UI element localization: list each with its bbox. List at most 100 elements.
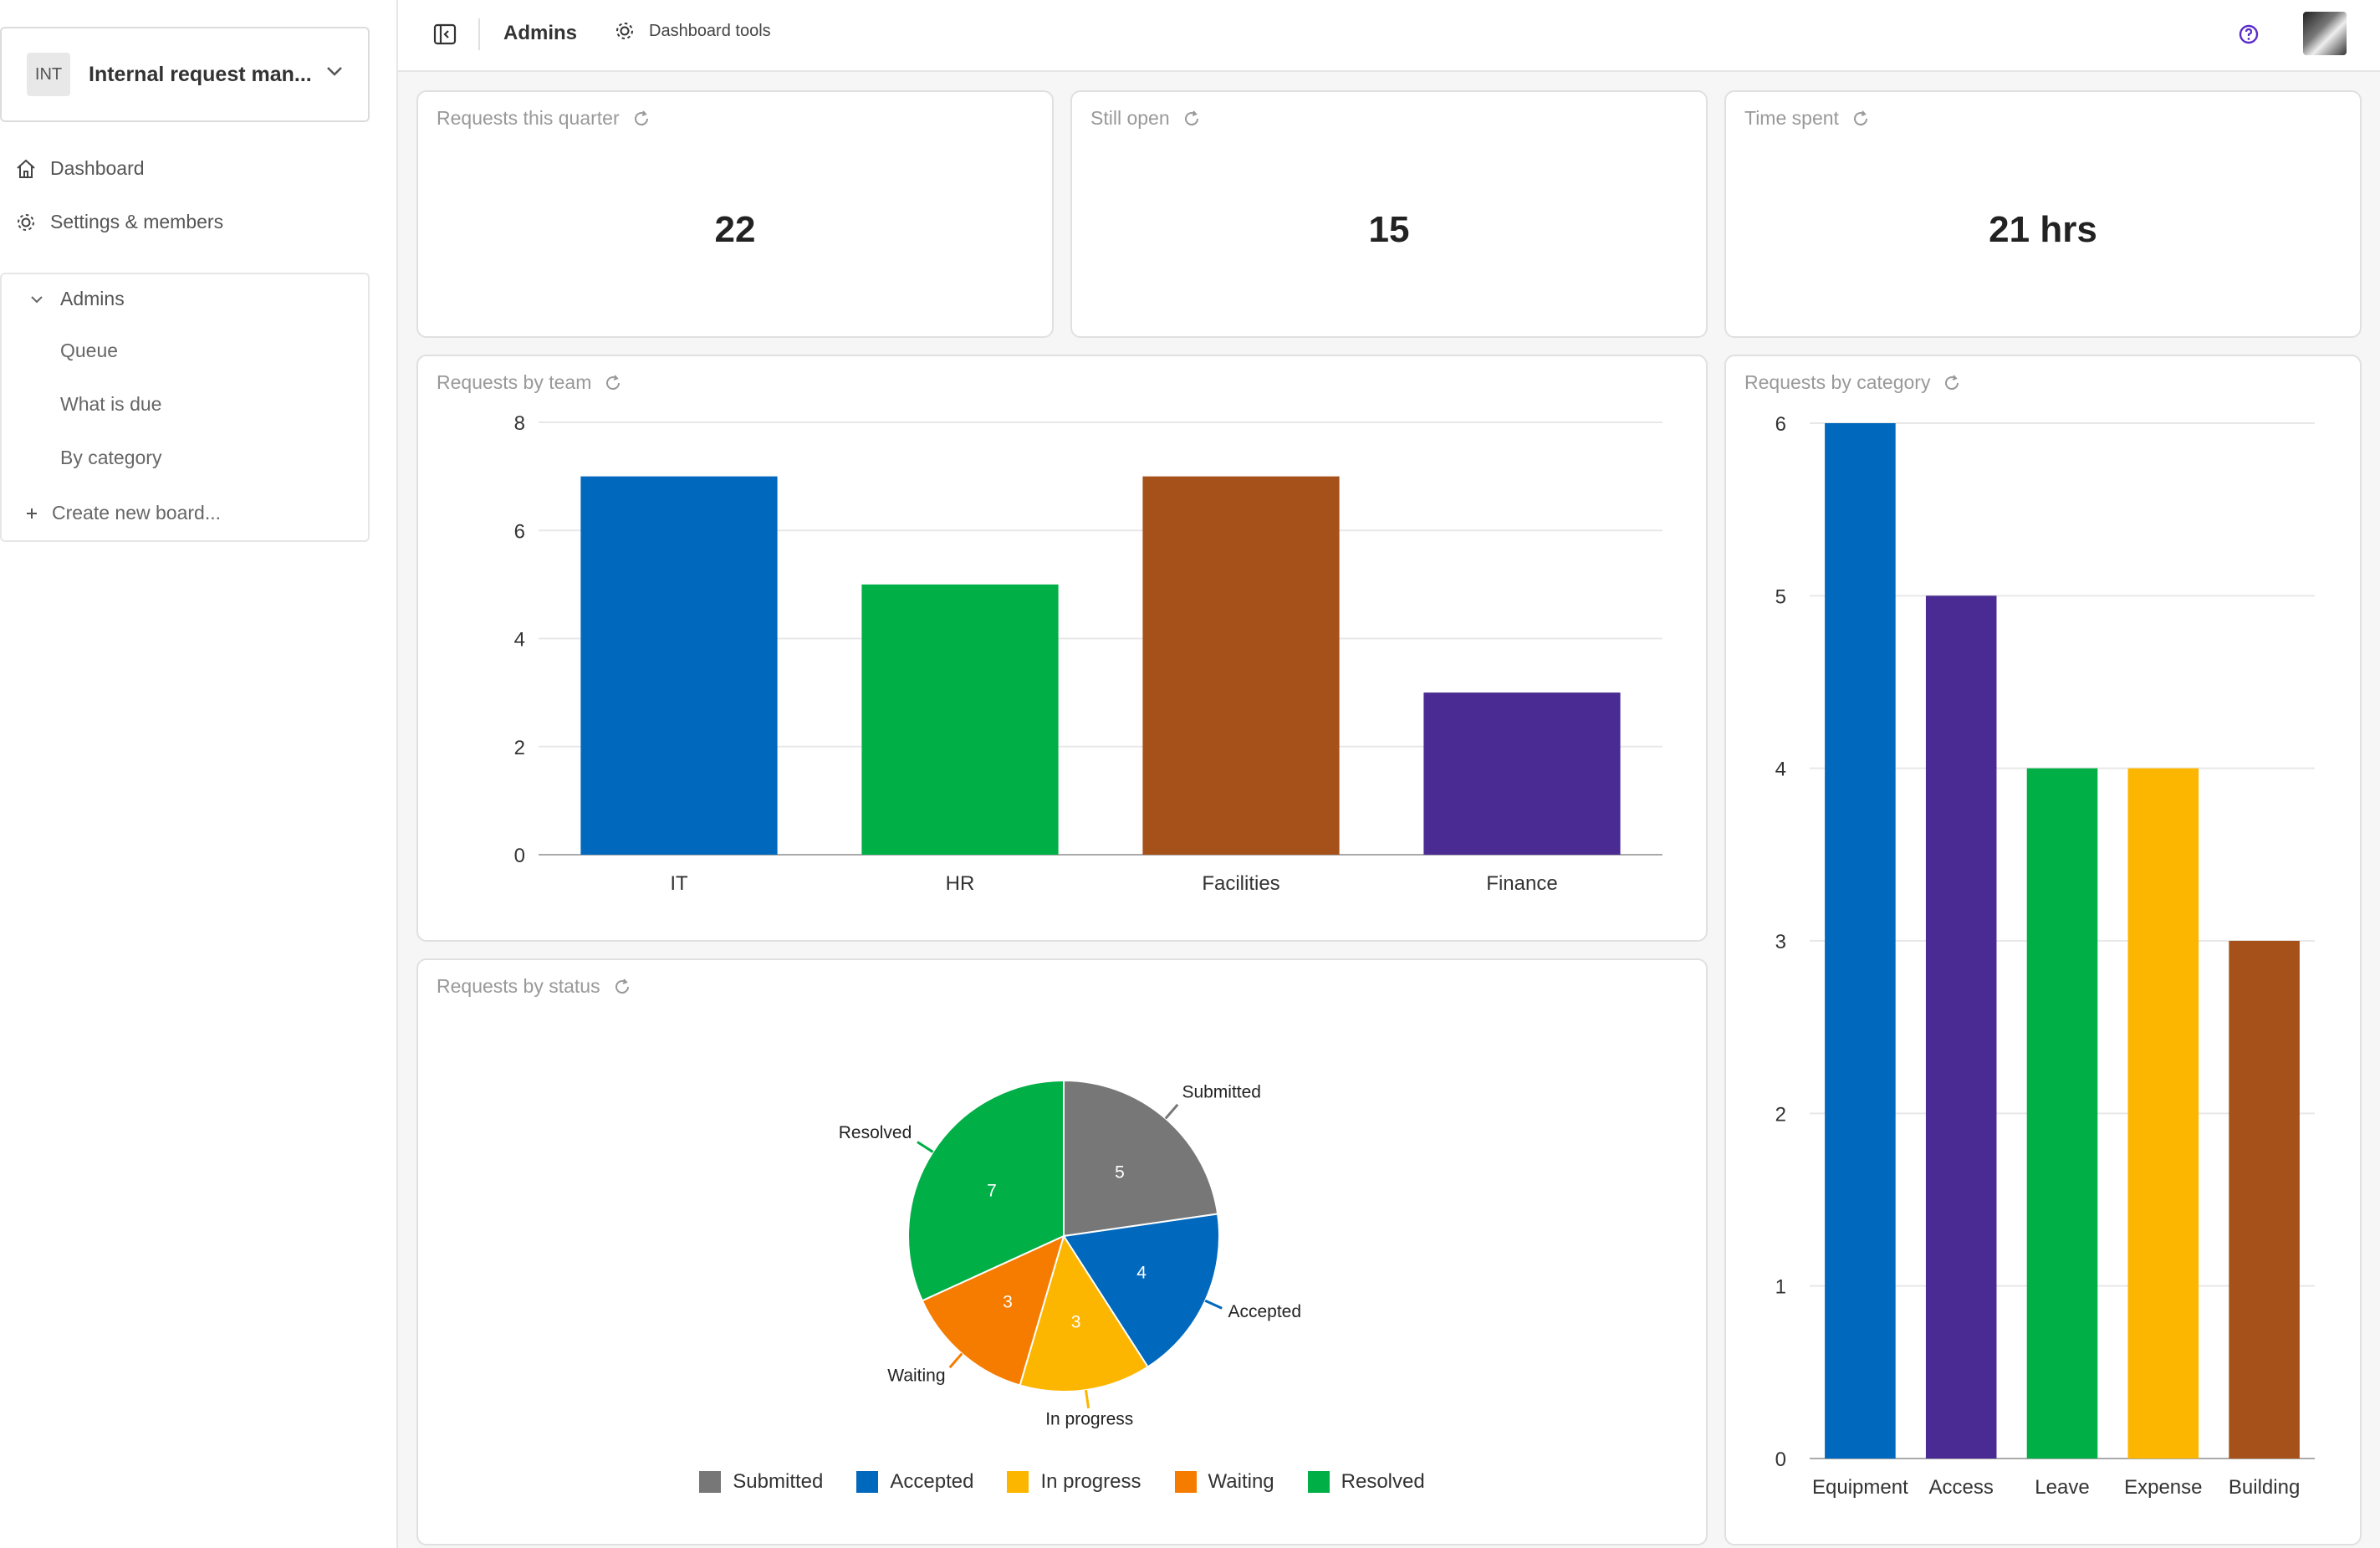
slice-value-label: 7 (987, 1182, 997, 1201)
legend-label: Submitted (733, 1470, 824, 1493)
slice-value-label: 3 (1003, 1292, 1013, 1311)
card-title: Requests by category (1744, 371, 1962, 394)
legend-label: Waiting (1208, 1470, 1274, 1493)
y-tick-label: 1 (1775, 1276, 1786, 1299)
x-tick-label: Finance (1486, 872, 1557, 895)
refresh-icon[interactable] (1851, 109, 1871, 129)
bar[interactable] (1825, 423, 1896, 1459)
bar[interactable] (2127, 768, 2199, 1459)
board-item-what-is-due[interactable]: What is due (60, 393, 162, 415)
pie-slice[interactable] (1062, 1213, 1220, 1368)
slice-label: Resolved (839, 1123, 912, 1142)
card-title: Requests by status (437, 975, 632, 998)
refresh-icon[interactable] (603, 373, 623, 393)
legend-item[interactable]: Accepted (856, 1470, 973, 1494)
pie-slice[interactable] (1063, 1079, 1219, 1238)
pie-legend: Submitted Accepted In progress Waiting Resol… (418, 1470, 1706, 1494)
kpi-card-time-spent: Time spent 21 hrs (1724, 90, 2362, 338)
bar[interactable] (2229, 941, 2300, 1459)
bar[interactable] (1142, 476, 1340, 855)
workspace-badge: INT (27, 53, 70, 96)
legend-swatch (1174, 1471, 1197, 1493)
slice-value-label: 3 (1071, 1312, 1081, 1331)
y-tick-label: 2 (514, 737, 525, 759)
x-tick-label: Equipment (1812, 1476, 1908, 1499)
plus-icon (27, 508, 37, 519)
gear-icon (616, 23, 633, 39)
legend-item[interactable]: Waiting (1174, 1470, 1274, 1494)
y-tick-label: 6 (1775, 413, 1786, 436)
kpi-value: 15 (1368, 209, 1410, 250)
kpi-card-still-open: Still open 15 (1070, 90, 1708, 338)
workspace-switcher[interactable]: INT Internal request man... (0, 27, 370, 122)
slice-label: Waiting (887, 1366, 945, 1385)
avatar[interactable] (2303, 12, 2347, 55)
kpi-value: 22 (714, 209, 756, 250)
chart-card-category: Requests by category 0 1 2 3 4 5 6 Equipment Acc… (1724, 355, 2362, 1545)
board-item-by-category[interactable]: By category (60, 447, 162, 468)
board-item-queue[interactable]: Queue (60, 340, 119, 361)
chart-title: Requests by team (437, 371, 592, 393)
legend-item[interactable]: Resolved (1307, 1470, 1425, 1494)
kpi-card-requests-quarter: Requests this quarter 22 (416, 90, 1054, 338)
nav-dashboard[interactable]: Dashboard (15, 157, 145, 180)
x-tick-label: Access (1929, 1476, 1994, 1499)
workspace-name: Internal request man... (89, 62, 312, 86)
kpi-title: Still open (1090, 107, 1170, 129)
legend-label: Resolved (1341, 1470, 1425, 1493)
y-tick-label: 4 (514, 629, 525, 651)
label-leader (1164, 1103, 1179, 1120)
legend-swatch (1307, 1471, 1330, 1493)
label-leader (1084, 1389, 1090, 1409)
y-tick-label: 0 (514, 845, 525, 867)
x-tick-label: Expense (2124, 1476, 2202, 1499)
refresh-icon[interactable] (631, 109, 651, 129)
slice-value-label: 4 (1136, 1263, 1147, 1282)
bar[interactable] (580, 476, 778, 855)
create-board-label: Create new board... (52, 502, 222, 524)
bar[interactable] (1423, 692, 1621, 855)
y-tick-label: 3 (1775, 931, 1786, 953)
topbar: Admins Dashboard tools (398, 0, 2380, 72)
create-board-button[interactable]: Create new board... (25, 502, 221, 524)
refresh-icon[interactable] (612, 977, 632, 997)
boards-panel: Admins Queue What is due By category Cre… (0, 273, 370, 542)
boards-group-toggle[interactable]: Admins (30, 288, 125, 310)
nav-settings[interactable]: Settings & members (15, 211, 223, 233)
dashboard-tools-label: Dashboard tools (649, 21, 771, 40)
bar[interactable] (1925, 595, 1997, 1459)
status-pie-chart: 5 Submitted 4 Accepted 3 In progress 3 Waiting 7… (839, 1079, 1301, 1429)
nav-settings-label: Settings & members (50, 211, 224, 232)
pie-slice[interactable] (921, 1234, 1065, 1387)
legend-swatch (1007, 1471, 1029, 1493)
dashboard-tools-button[interactable]: Dashboard tools (614, 20, 771, 42)
x-tick-label: Facilities (1202, 872, 1279, 895)
slice-label: Submitted (1182, 1083, 1261, 1102)
legend-label: Accepted (890, 1470, 974, 1493)
chevron-down-icon[interactable] (326, 65, 343, 77)
refresh-icon[interactable] (1942, 373, 1962, 393)
label-leader (1204, 1299, 1223, 1310)
refresh-icon[interactable] (1182, 109, 1202, 129)
legend-item[interactable]: Submitted (699, 1470, 823, 1494)
bar[interactable] (2026, 768, 2098, 1459)
chart-card-team: Requests by team 0 2 4 6 8 IT HR Facilities Fina… (416, 355, 1708, 942)
sidebar-toggle-icon[interactable] (433, 23, 457, 45)
y-tick-label: 0 (1775, 1448, 1786, 1471)
y-tick-label: 5 (1775, 585, 1786, 608)
topbar-divider (478, 18, 480, 50)
x-tick-label: Building (2229, 1476, 2300, 1499)
boards-group-label: Admins (60, 288, 125, 309)
home-icon (17, 159, 35, 178)
x-tick-label: IT (670, 872, 688, 895)
legend-item[interactable]: In progress (1007, 1470, 1141, 1494)
help-icon[interactable] (2238, 23, 2260, 45)
pie-slice[interactable] (907, 1079, 1065, 1302)
chart-title: Requests by category (1744, 371, 1931, 393)
bar[interactable] (861, 584, 1059, 855)
gear-icon (18, 213, 34, 231)
pie-slice[interactable] (1019, 1234, 1149, 1392)
card-title: Requests this quarter (437, 107, 651, 130)
slice-value-label: 5 (1115, 1163, 1125, 1183)
card-title: Time spent (1744, 107, 1871, 130)
